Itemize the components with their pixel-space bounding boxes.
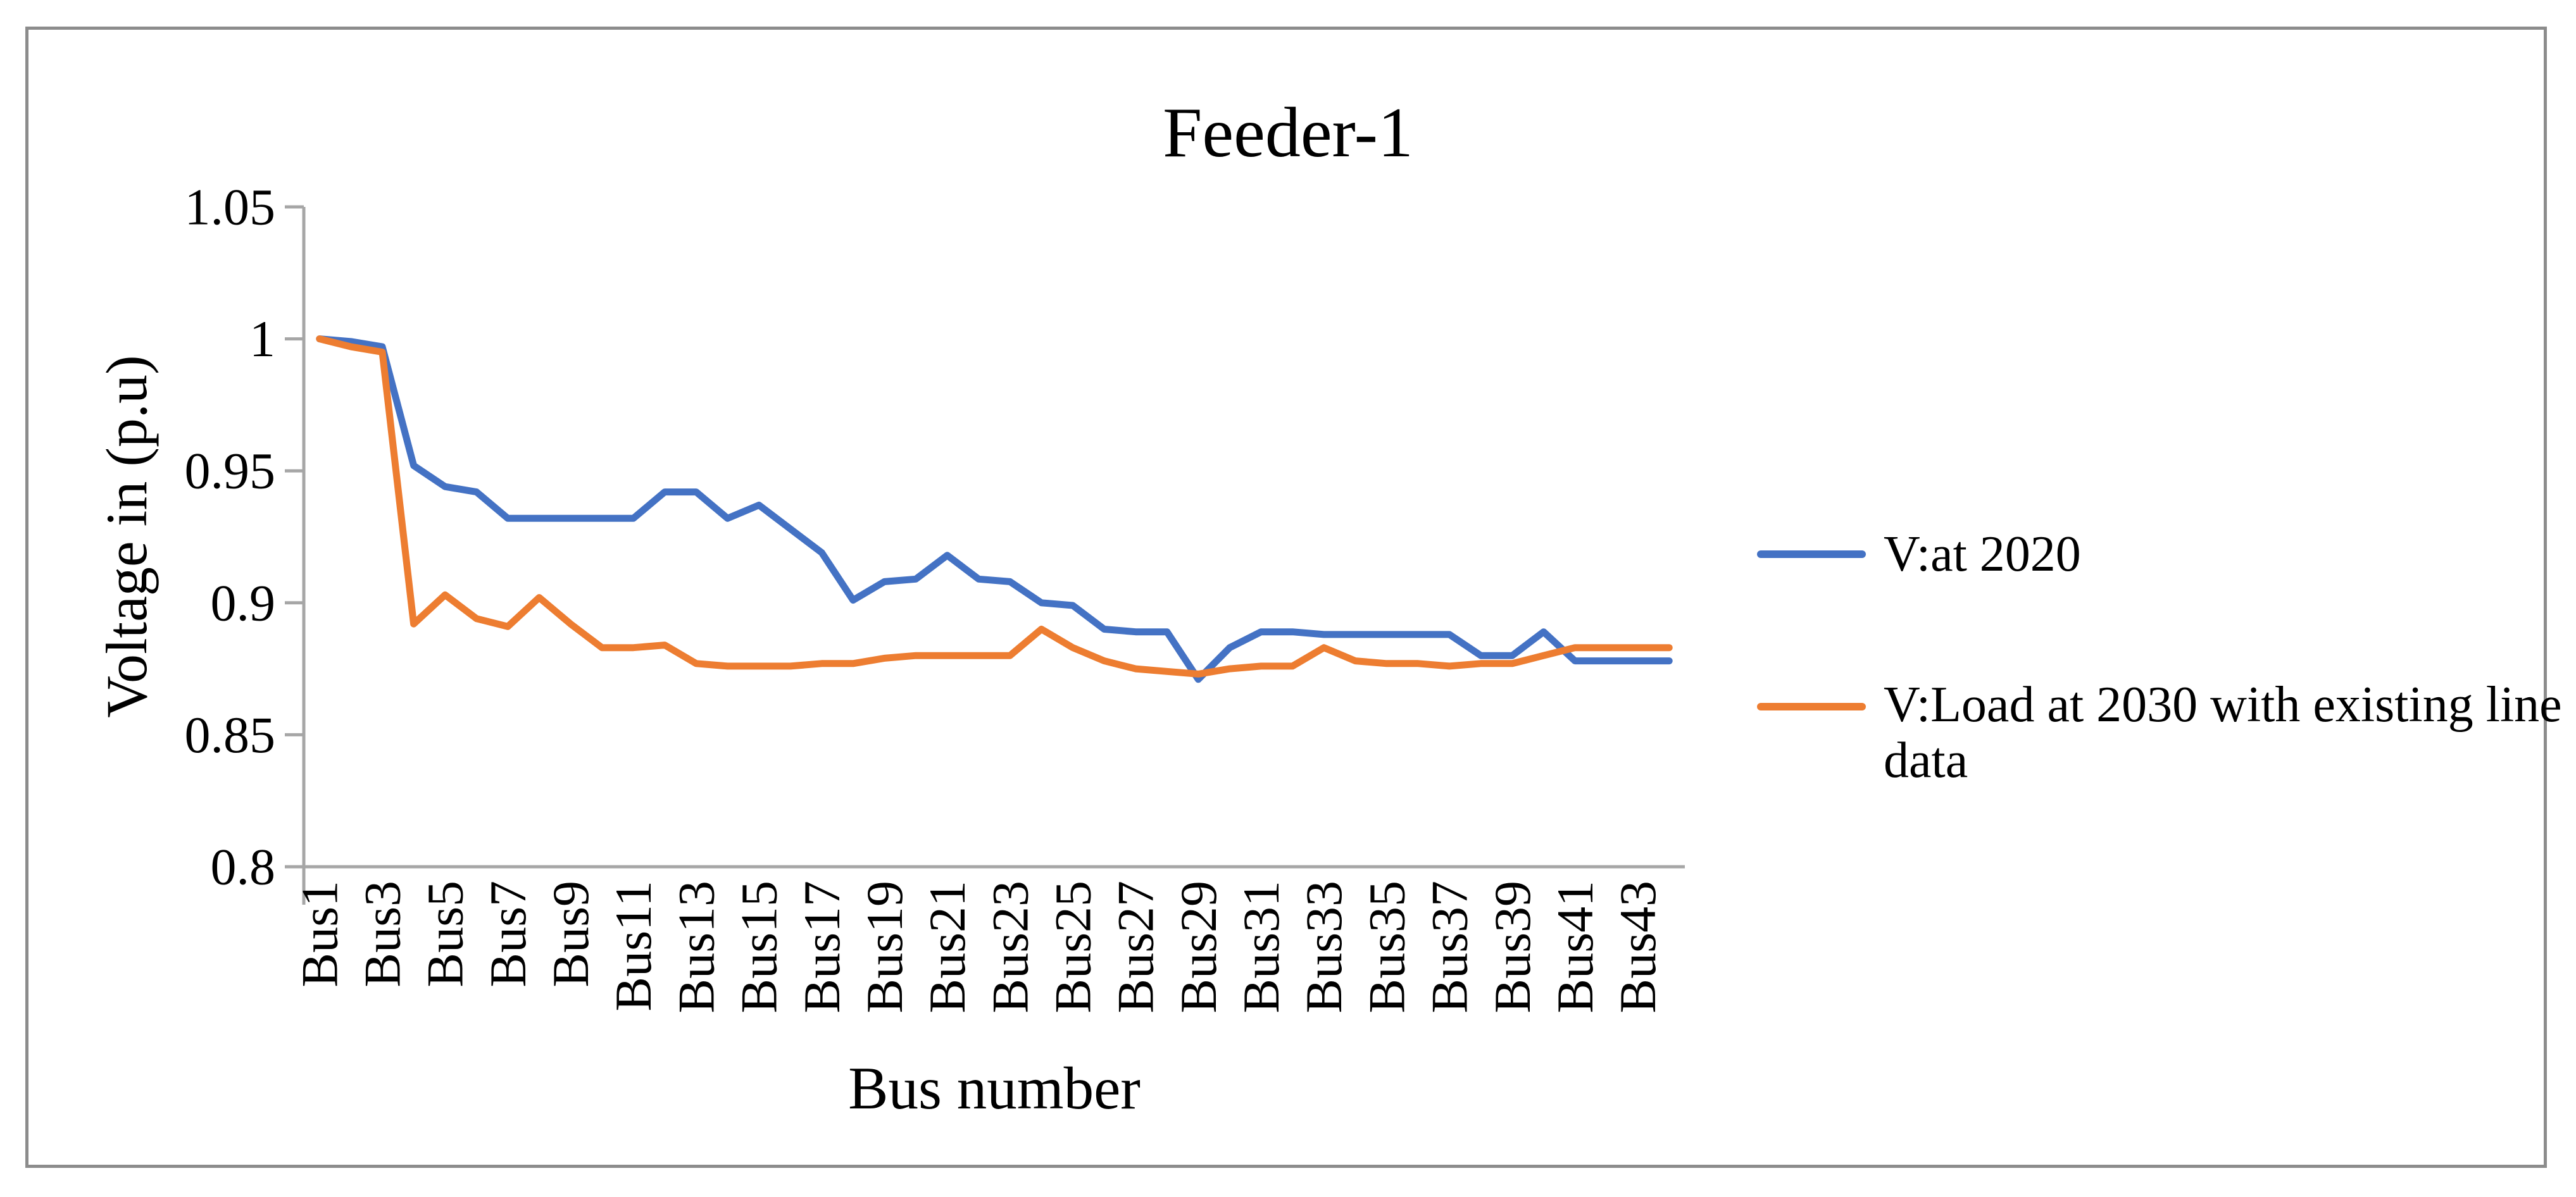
x-tick-label: Bus5 [416,881,474,988]
legend-label: V:at 2020 [1884,526,2081,582]
y-tick-label: 0.85 [185,706,276,764]
legend-line-swatch-blue [1757,550,1866,558]
x-tick-label: Bus13 [667,881,725,1014]
x-tick-label: Bus29 [1170,881,1227,1014]
x-tick-label: Bus31 [1232,881,1290,1014]
x-tick-label: Bus41 [1546,881,1604,1014]
series-line-0 [316,335,1673,683]
x-tick-label: Bus43 [1609,881,1666,1014]
x-tick-label: Bus35 [1358,881,1415,1014]
legend-label: V:Load at 2030 with existing line data [1884,677,2562,788]
x-tick-label: Bus39 [1484,881,1541,1014]
x-tick-label: Bus19 [856,881,913,1014]
y-tick-label: 0.9 [211,574,276,631]
x-tick-label: Bus1 [291,881,348,988]
x-tick-label: Bus9 [542,881,599,988]
series-line-1 [316,335,1673,678]
x-tick-label: Bus7 [479,881,537,988]
x-tick-label: Bus3 [353,881,411,988]
y-tick-label: 0.95 [185,442,276,500]
legend-line-swatch-orange [1757,703,1866,710]
x-tick-label: Bus21 [918,881,976,1014]
x-axis-title: Bus number [848,1055,1141,1122]
x-tick-label: Bus37 [1421,881,1479,1014]
y-tick-label: 1 [249,310,275,368]
y-tick-label: 1.05 [185,178,276,236]
x-tick-label: Bus33 [1295,881,1353,1014]
x-tick-label: Bus17 [793,881,851,1014]
x-tick-label: Bus11 [604,881,662,1012]
chart-title: Feeder-1 [1163,94,1413,172]
y-tick-label: 0.8 [211,838,276,896]
x-tick-label: Bus15 [730,881,788,1014]
x-tick-label: Bus25 [1044,881,1101,1014]
x-tick-label: Bus23 [981,881,1039,1014]
x-tick-label: Bus27 [1107,881,1165,1014]
